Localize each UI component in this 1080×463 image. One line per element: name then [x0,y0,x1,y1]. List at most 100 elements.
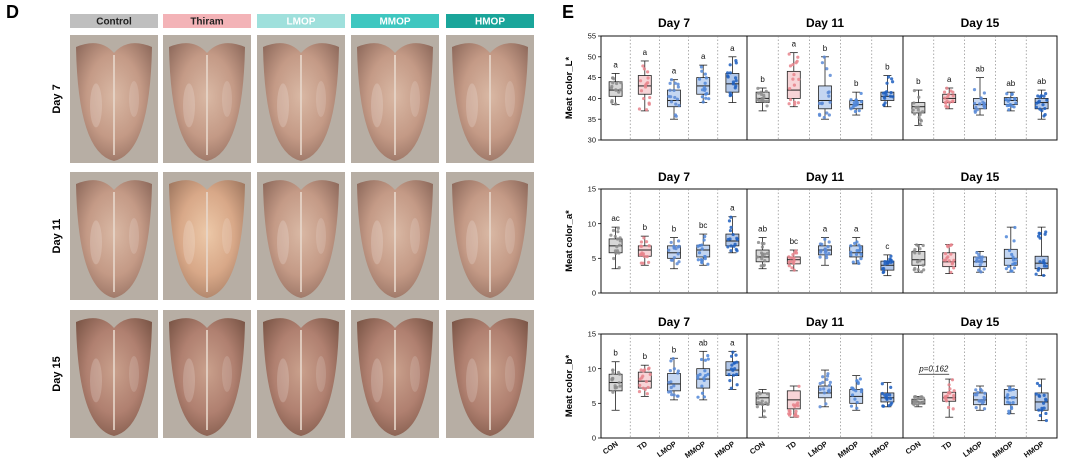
significance-letter: b [672,225,677,234]
x-category-label: CON [601,439,620,456]
box-hmop: c [880,242,895,277]
significance-letter: b [672,345,677,354]
y-tick-label: 10 [588,364,596,373]
panel-frame [902,35,1058,141]
boxplot-panel: Day 7 a a a a a [600,16,748,141]
x-category-label: HMOP [1022,439,1046,459]
significance-letter: a [730,338,735,347]
group-header-lmop: LMOP [257,14,345,28]
x-category-label: LMOP [961,439,984,459]
y-tick-label: 0 [592,434,596,443]
x-category-label: HMOP [713,439,737,459]
meat-photo-grid [70,35,534,438]
x-category-label: TD [636,439,650,452]
box-lmop [973,250,987,274]
photo-row-label: Day 11 [51,219,63,254]
meat-photo [446,310,534,438]
panel-title: Day 11 [806,16,844,30]
box-hmop: b [880,63,895,108]
p-value-label: p=0.162 [918,365,949,374]
box-con: a [608,60,623,106]
y-axis: 0 5 10 15 [588,330,601,443]
significance-letter: a [643,48,648,57]
box-td: b [637,352,652,397]
box-td [942,378,957,418]
box-hmop [1034,378,1049,423]
group-header-mmop: MMOP [351,14,439,28]
box-lmop: ab [972,65,987,116]
box-mmop: ab [1003,79,1018,112]
y-tick-label: 15 [588,185,596,194]
x-category-label: LMOP [655,439,678,459]
significance-letter: b [854,79,859,88]
photo-group-headers: Control Thiram LMOP MMOP HMOP [70,14,534,28]
box-td [942,243,957,274]
x-category-label: LMOP [806,439,829,459]
box-con: b [608,349,623,411]
significance-letter: a [672,67,677,76]
box-hmop [880,382,895,408]
meat-photo [446,35,534,163]
group-header-thiram: Thiram [163,14,251,28]
significance-letter: a [792,40,797,49]
box-hmop [1034,226,1049,278]
group-header-label: Thiram [190,17,223,28]
x-category-label: HMOP [868,439,892,459]
y-tick-label: 5 [592,399,596,408]
box-td [786,384,801,418]
box-con [911,395,926,408]
boxplot-panel: Day 7 ac b b bc a [600,170,748,294]
box-td: b [637,223,652,266]
box-td: bc [786,237,801,272]
significance-letter: ac [611,214,619,223]
group-header-label: HMOP [475,17,505,28]
y-tick-label: 10 [588,219,596,228]
box-hmop: ab [1034,77,1049,120]
meat-photo [257,310,345,438]
significance-letter: ab [976,65,985,74]
box-td: a [942,75,957,110]
y-tick-label: 55 [588,32,596,41]
significance-letter: c [885,242,889,251]
y-tick-label: 0 [592,289,596,298]
y-tick-label: 30 [588,136,596,145]
box-con [755,389,770,419]
meat-photo [163,172,251,300]
panel-title: Day 7 [658,170,690,184]
significance-letter: a [701,52,706,61]
meat-photo [257,35,345,163]
boxplot-panel: Day 15 b a ab ab ab [902,16,1058,141]
significance-letter: bc [790,237,798,246]
y-axis: 30 35 40 45 50 55 [588,32,601,145]
significance-letter: b [643,223,648,232]
meat-photo [351,35,439,163]
meat-photo [70,310,158,438]
panel-title: Day 7 [658,315,690,329]
y-axis-label: Meat color_L* [564,57,575,120]
meat-photo [70,35,158,163]
group-header-label: MMOP [379,17,410,28]
x-category-label: CON [748,439,767,456]
boxplot-panel: Day 11 b a b b b [746,16,904,141]
y-tick-label: 5 [592,254,596,263]
box-con: ac [608,214,623,270]
photo-row-label: Day 15 [51,356,63,391]
y-axis-label: Meat color_a* [564,210,575,272]
significance-letter: bc [699,221,707,230]
box-mmop: a [849,225,864,266]
box-td: a [786,40,801,108]
significance-letter: ab [1006,79,1015,88]
y-tick-label: 35 [588,115,596,124]
box-hmop: a [725,338,740,390]
y-axis: 0 5 10 15 [588,185,601,298]
x-category-label: MMOP [683,439,707,460]
boxplot-panel: Day 15 p=0.162 CON TD LMOP MMOP HMOP [902,315,1058,460]
box-lmop [818,369,832,409]
y-tick-label: 40 [588,94,596,103]
meat-photo [351,172,439,300]
panel-title: Day 15 [961,315,1000,329]
